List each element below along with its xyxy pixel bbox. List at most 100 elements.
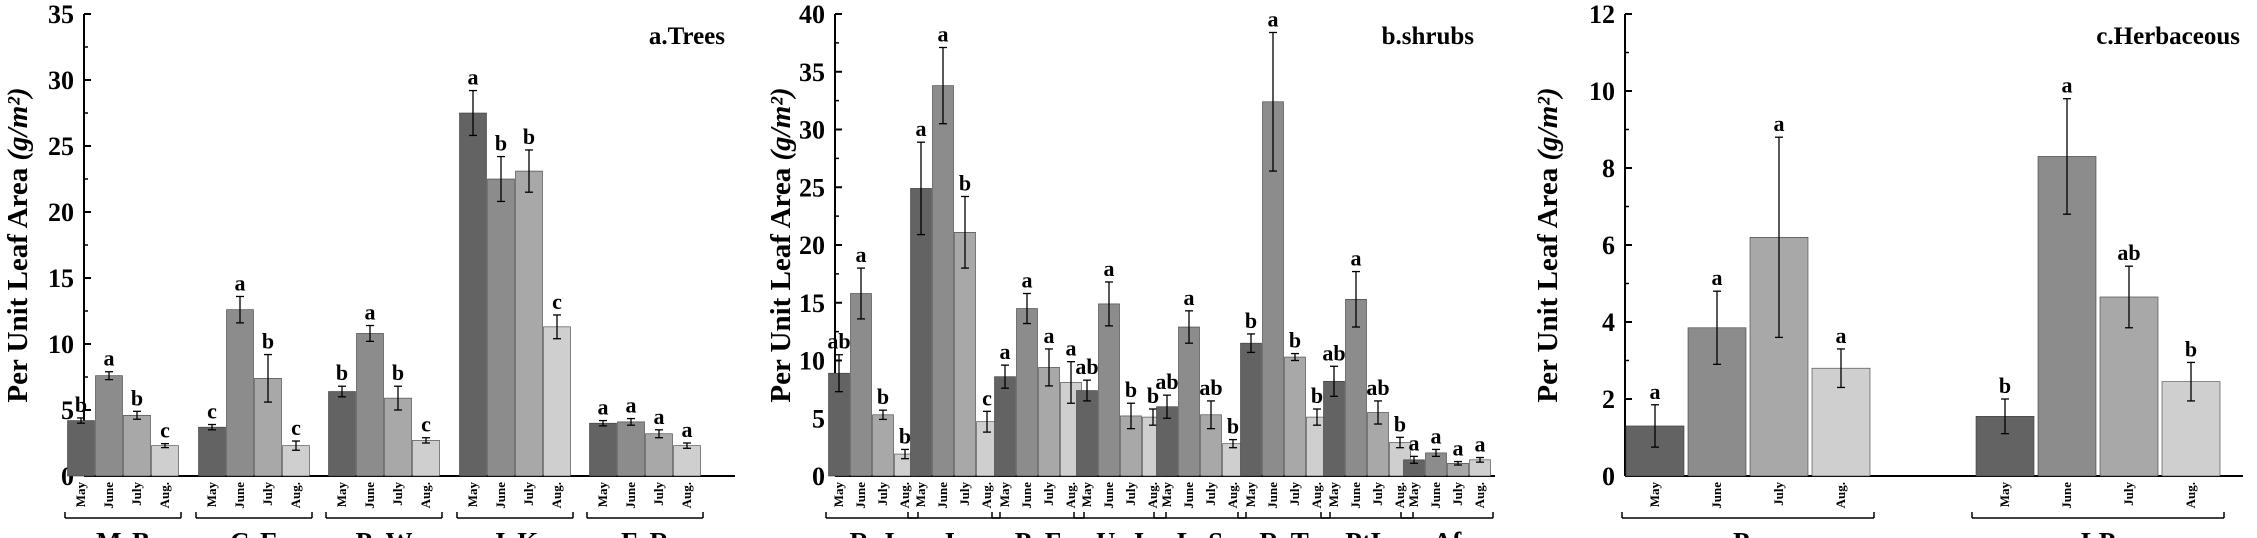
y-axis-label-main: Per Unit Leaf Area — [765, 160, 797, 402]
significance-letter: b — [1147, 383, 1159, 408]
y-tick-label: 35 — [48, 0, 74, 29]
month-tick-label: Aug. — [1833, 482, 1848, 508]
y-tick-label: 4 — [1602, 308, 1615, 337]
significance-letter: a — [1836, 323, 1847, 348]
y-tick-label: 30 — [799, 116, 825, 145]
y-tick-label: 35 — [799, 58, 825, 87]
bar-FcR-July — [645, 433, 673, 477]
significance-letter: ab — [1322, 340, 1345, 365]
month-tick-label: July — [1771, 482, 1786, 506]
panel-label: b.shrubs — [1382, 23, 1475, 50]
group-label: MsB — [96, 527, 150, 538]
y-tick-label: 15 — [799, 289, 825, 318]
significance-letter: b — [1289, 328, 1301, 353]
significance-letter: b — [262, 329, 274, 354]
y-tick-label: 40 — [799, 0, 825, 29]
group-JcK: a May b June b July c Aug. JcK — [456, 65, 574, 538]
significance-letter: a — [1774, 111, 1785, 136]
bar-PaW-July — [384, 397, 412, 477]
month-tick-label: May — [1997, 482, 2012, 508]
month-tick-label: June — [935, 482, 950, 509]
significance-letter: a — [2062, 73, 2073, 98]
bar-Jc-June — [932, 85, 954, 477]
month-tick-label: May — [1326, 482, 1341, 508]
bar-JcK-May — [459, 112, 487, 477]
bar-PaW-May — [328, 391, 356, 477]
month-tick-label: July — [875, 482, 890, 506]
bar-PoF-May — [994, 376, 1016, 477]
bar-CsE-May — [198, 426, 226, 477]
significance-letter: a — [1066, 336, 1077, 361]
y-axis-label-unit: (g/m²) — [765, 87, 797, 160]
significance-letter: a — [938, 21, 949, 46]
group-Af: a May a June a July a Aug. Af — [1400, 423, 1494, 538]
month-tick-label: June — [1265, 482, 1280, 509]
month-tick-label: Aug. — [1392, 482, 1407, 508]
significance-letter: a — [1650, 379, 1661, 404]
significance-letter: a — [916, 116, 927, 141]
month-tick-label: Aug. — [1063, 482, 1078, 508]
significance-letter: b — [877, 384, 889, 409]
y-axis-label: Per Unit Leaf Area (g/m²) — [765, 87, 797, 402]
bar-MsB-June — [95, 375, 123, 477]
significance-letter: ab — [2117, 240, 2140, 265]
significance-letter: a — [856, 242, 867, 267]
y-tick-label: 30 — [48, 66, 74, 95]
bar-PaW-June — [356, 333, 384, 477]
bar-RcJ-July — [872, 414, 894, 477]
group-LoS: ab May a June ab July b Aug. LoS — [1153, 285, 1247, 538]
significance-letter: a — [682, 417, 693, 442]
bar-MsB-July — [123, 414, 151, 477]
month-tick-label: Aug. — [288, 482, 303, 508]
significance-letter: a — [1475, 432, 1486, 457]
panel-label: c.Herbaceous — [2096, 23, 2240, 50]
y-tick-label: 25 — [48, 132, 74, 161]
month-tick-label: Aug. — [2183, 482, 2198, 508]
month-tick-label: Aug. — [1225, 482, 1240, 508]
group-PaW: b May a June b July c Aug. PaW — [325, 300, 443, 538]
significance-letter: ab — [1155, 369, 1178, 394]
significance-letter: b — [75, 392, 87, 417]
significance-letter: a — [654, 404, 665, 429]
significance-letter: b — [899, 423, 911, 448]
month-tick-label: May — [465, 482, 480, 508]
significance-letter: ab — [1075, 354, 1098, 379]
group-label: Po — [1733, 527, 1763, 538]
month-tick-label: June — [1019, 482, 1034, 509]
month-tick-label: Aug. — [1309, 482, 1324, 508]
group-label: Jc — [941, 527, 967, 538]
significance-letter: c — [160, 418, 170, 443]
significance-letter: b — [336, 360, 348, 385]
bar-FcR-Aug. — [673, 445, 701, 477]
group-CsE: c May a June b July c Aug. CsE — [195, 270, 313, 538]
bar-UpJ-May — [1076, 390, 1098, 477]
group-label: JcK — [492, 527, 539, 538]
significance-letter: a — [365, 300, 376, 325]
group-label: PtL — [1345, 527, 1389, 538]
y-axis-label-main: Per Unit Leaf Area — [2, 160, 34, 402]
group-Po: a May a June a July a Aug. Po — [1621, 111, 1875, 538]
month-tick-label: May — [913, 482, 928, 508]
month-tick-label: July — [2121, 482, 2136, 506]
significance-letter: c — [982, 385, 992, 410]
significance-letter: c — [552, 289, 562, 314]
month-tick-label: Aug. — [897, 482, 912, 508]
month-tick-label: Aug. — [418, 482, 433, 508]
month-tick-label: Aug. — [1145, 482, 1160, 508]
month-tick-label: July — [1123, 482, 1138, 506]
significance-letter: b — [2185, 336, 2197, 361]
significance-letter: a — [1044, 323, 1055, 348]
significance-letter: a — [1409, 430, 1420, 455]
significance-letter: b — [131, 385, 143, 410]
group-label: FcR — [621, 527, 669, 538]
month-tick-label: May — [595, 482, 610, 508]
month-tick-label: June — [1348, 482, 1363, 509]
month-tick-label: June — [493, 482, 508, 509]
y-tick-label: 20 — [799, 231, 825, 260]
y-tick-label: 5 — [812, 404, 825, 433]
significance-letter: c — [421, 412, 431, 437]
significance-letter: c — [291, 415, 301, 440]
month-tick-label: May — [73, 482, 88, 508]
